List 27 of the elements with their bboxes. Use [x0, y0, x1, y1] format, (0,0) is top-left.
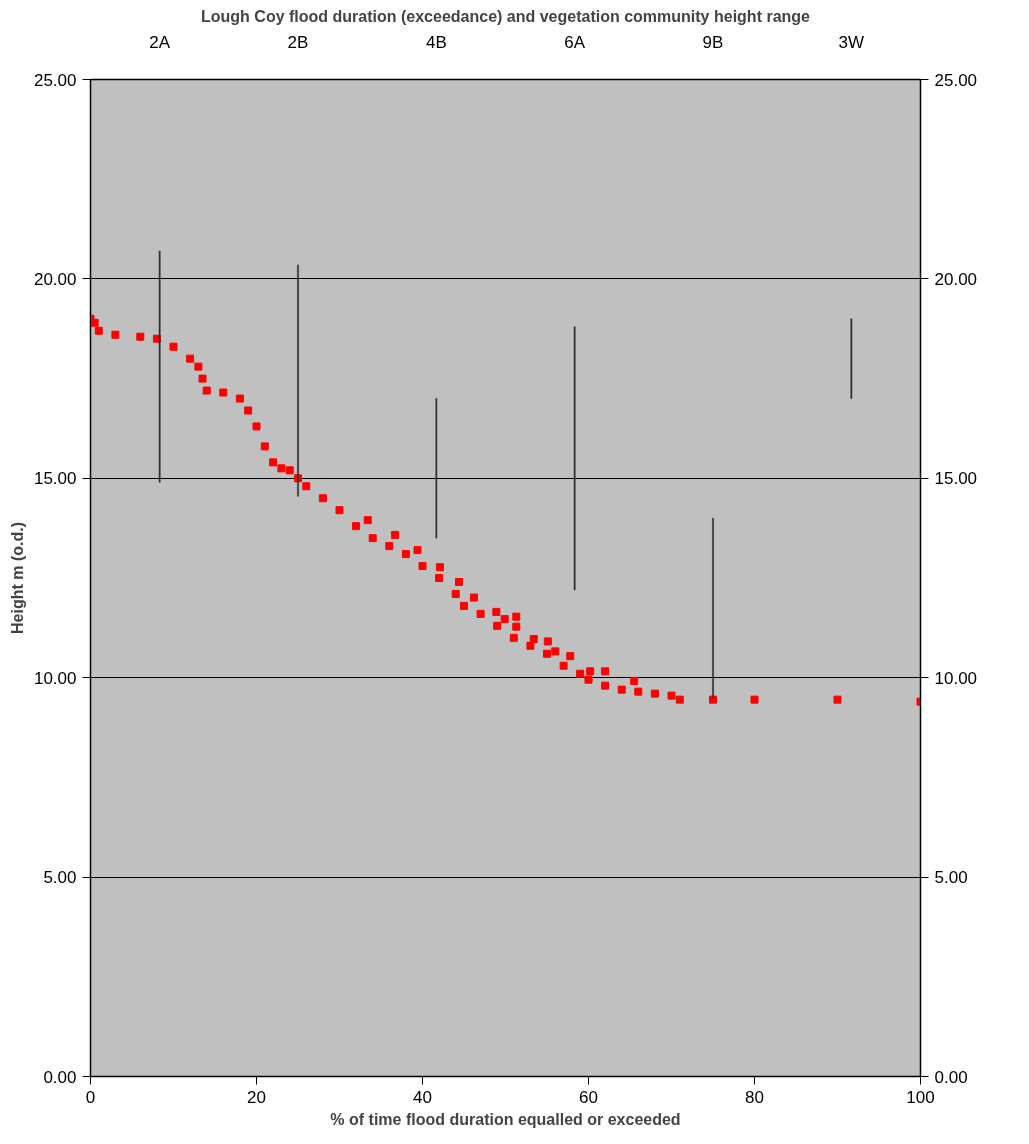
x-tick-label: 60 — [579, 1087, 598, 1107]
x-tick-label: 80 — [745, 1087, 764, 1107]
text: 6A — [564, 32, 586, 52]
y2-tick-label: 10.00 — [934, 668, 978, 688]
y2-tick-label: 0.00 — [934, 1067, 968, 1087]
x-tick-label: 0 — [85, 1087, 96, 1107]
y-tick-label: 15.00 — [33, 469, 77, 489]
text: 2A — [149, 32, 171, 52]
y2-tick-label: 15.00 — [934, 469, 978, 489]
text: 9B — [702, 32, 724, 52]
x-tick-label: 100 — [906, 1087, 935, 1107]
y2-tick-label: 20.00 — [934, 269, 978, 289]
chart-title: Lough Coy flood duration (exceedance) and vegetation community height range — [201, 7, 811, 25]
y2-tick-label: 5.00 — [934, 868, 968, 888]
text: 4B — [425, 32, 447, 52]
y-tick-label: 10.00 — [33, 668, 77, 688]
y-tick-label: 25.00 — [33, 70, 77, 90]
y-tick-label: 0.00 — [43, 1067, 77, 1087]
y-axis-title: Height m (o.d.) — [8, 522, 26, 634]
text: 3W — [838, 32, 865, 52]
x-tick-label: 40 — [413, 1087, 432, 1107]
x-tick-label: 20 — [247, 1087, 266, 1107]
y-tick-label: 20.00 — [33, 269, 77, 289]
y2-tick-label: 25.00 — [934, 70, 978, 90]
x-axis-title: % of time flood duration equalled or exceeded — [330, 1110, 681, 1128]
y-tick-label: 5.00 — [43, 868, 77, 888]
text: 2B — [287, 32, 309, 52]
